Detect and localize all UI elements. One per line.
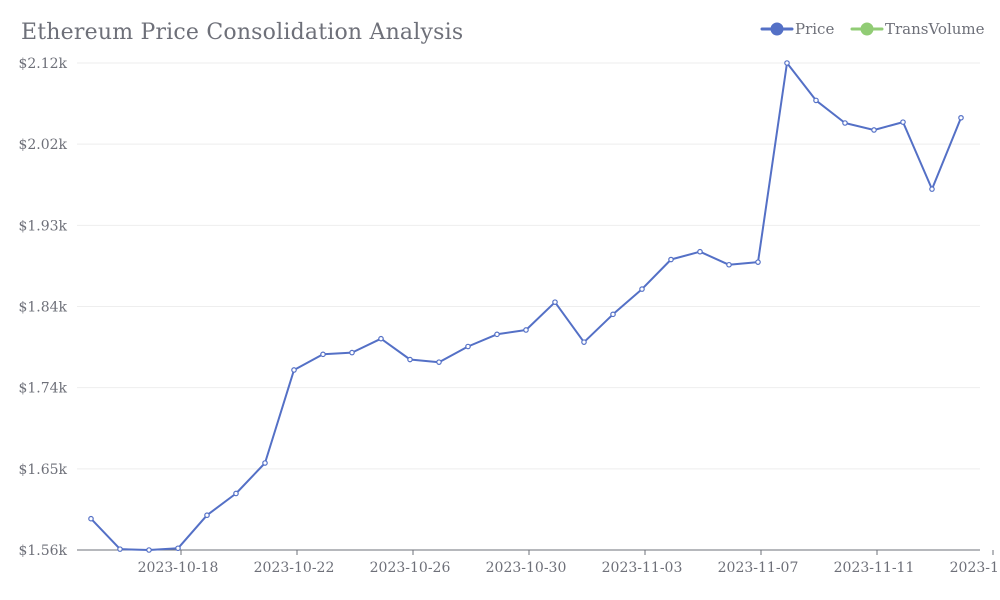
data-point — [784, 60, 790, 66]
data-point — [842, 120, 848, 126]
data-point — [581, 339, 587, 345]
legend-marker — [770, 22, 784, 36]
data-point — [871, 127, 877, 133]
axes — [77, 549, 994, 555]
data-point — [465, 343, 471, 350]
x-axis-tick-labels: 2023-10-18 2023-10-22 2023-10-26 2023-10-30… — [138, 560, 1000, 576]
data-point — [813, 97, 819, 104]
data-point — [726, 261, 732, 268]
data-point — [958, 114, 964, 121]
x-tick-label: 2023-11-11 — [834, 560, 915, 576]
data-point — [233, 490, 239, 497]
data-point — [262, 460, 268, 466]
data-point — [204, 512, 210, 519]
data-point — [117, 546, 123, 552]
data-point — [639, 286, 645, 292]
legend-marker — [860, 22, 874, 36]
y-tick-label: $2.12k — [18, 56, 67, 72]
data-point — [407, 356, 413, 363]
x-tick-label: 2023-11-03 — [602, 560, 683, 576]
grid-lines — [77, 62, 980, 470]
legend-label: TransVolume — [885, 20, 985, 38]
legend-item-price: Price — [760, 20, 834, 38]
x-tick-label: 2023-10-18 — [138, 560, 219, 576]
data-point — [175, 545, 181, 552]
y-tick-label: $1.56k — [18, 543, 67, 559]
x-tick-label: 2023-11-15 — [950, 560, 1000, 576]
data-point — [610, 311, 616, 318]
y-tick-label: $1.93k — [18, 218, 67, 234]
data-point — [436, 359, 442, 365]
data-points — [88, 60, 964, 553]
data-point — [929, 186, 935, 192]
data-point — [697, 248, 703, 255]
x-tick-label: 2023-11-07 — [718, 560, 799, 576]
data-point — [494, 331, 500, 338]
data-point — [349, 349, 355, 356]
y-tick-label: $1.65k — [18, 462, 67, 478]
x-tick-label: 2023-10-26 — [370, 560, 451, 576]
x-tick-label: 2023-10-22 — [254, 560, 335, 576]
chart-title: Ethereum Price Consolidation Analysis — [21, 20, 464, 45]
data-point — [378, 335, 384, 342]
data-point — [755, 259, 761, 265]
legend-item-transvolume: TransVolume — [850, 20, 985, 38]
x-tick-label: 2023-10-30 — [486, 560, 567, 576]
data-point — [552, 299, 558, 305]
data-point — [668, 256, 674, 263]
data-point — [900, 119, 906, 125]
y-axis-tick-labels: $1.56k $1.65k $1.74k $1.84k $1.93k $2.02k $2.1… — [18, 56, 67, 559]
data-point — [88, 515, 94, 522]
data-point — [146, 547, 152, 553]
y-tick-label: $1.74k — [18, 381, 67, 397]
data-point — [320, 351, 326, 358]
data-point — [523, 327, 529, 333]
legend: Price TransVolume — [760, 20, 985, 38]
legend-label: Price — [795, 20, 834, 38]
y-tick-label: $2.02k — [18, 137, 67, 153]
data-point — [291, 367, 297, 373]
y-tick-label: $1.84k — [18, 300, 67, 316]
